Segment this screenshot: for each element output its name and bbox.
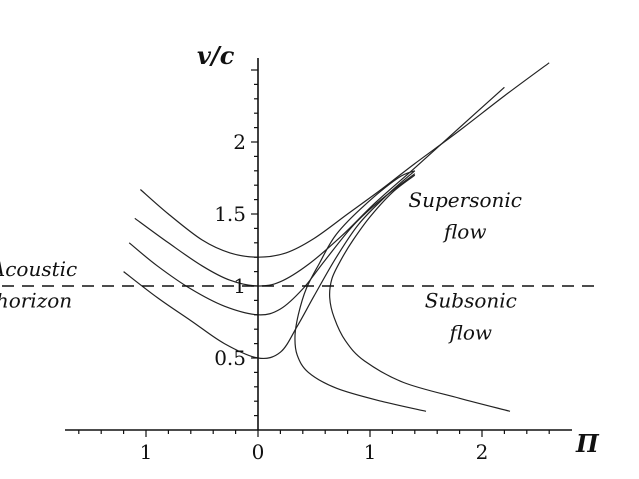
annotation-label: flow [448, 320, 493, 344]
series-line-3 [128, 173, 416, 316]
y-tick-label: 1 [233, 274, 246, 298]
x-tick-label: 2 [476, 440, 489, 464]
annotation-label: horizon [0, 289, 72, 313]
ticks-group [78, 69, 550, 437]
x-tick-label: 1 [140, 440, 153, 464]
tick-labels-group: 1 0 1 2 0.5 1 1.5 2 [140, 130, 489, 464]
series-line-6 [329, 174, 511, 412]
series-line-2 [134, 86, 505, 287]
x-tick-label: 0 [252, 440, 265, 464]
series-line-1 [140, 62, 550, 258]
y-tick-label: 2 [233, 130, 246, 154]
series-line-4 [123, 170, 416, 360]
annotation-label: flow [442, 219, 487, 243]
annotations-group: Supersonic flow Subsonic flow Acoustic horizo… [0, 188, 522, 344]
y-axis-title: v/c [197, 41, 235, 70]
annotation-label: Acoustic [0, 257, 77, 281]
series-line-5 [294, 170, 427, 412]
y-tick-label: 0.5 [214, 346, 246, 370]
annotation-label: Supersonic [408, 188, 522, 212]
x-tick-label: 1 [364, 440, 377, 464]
x-axis-title: Π [575, 429, 600, 458]
curves-group [123, 62, 550, 412]
annotation-label: Subsonic [425, 289, 517, 313]
y-tick-label: 1.5 [214, 202, 246, 226]
